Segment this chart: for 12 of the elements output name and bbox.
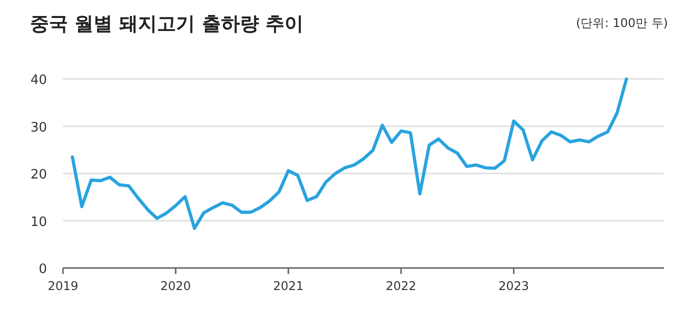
- x-tick-label: 2023: [498, 279, 530, 293]
- x-tick-label: 2022: [386, 279, 416, 293]
- title: 중국 월별 돼지고기 출하량 추이: [30, 13, 304, 35]
- y-tick-label: 40: [30, 73, 47, 88]
- y-tick-label: 30: [30, 120, 47, 136]
- y-tick-label: 10: [30, 214, 47, 230]
- y-tick-label: 20: [30, 168, 47, 182]
- y-tick-label: 0: [38, 262, 47, 277]
- x-tick-label: 2019: [48, 279, 78, 293]
- subtitle: (단위: 100만 두): [576, 16, 668, 30]
- x-tick-label: 2020: [160, 279, 191, 293]
- x-tick-label: 2021: [273, 279, 304, 293]
